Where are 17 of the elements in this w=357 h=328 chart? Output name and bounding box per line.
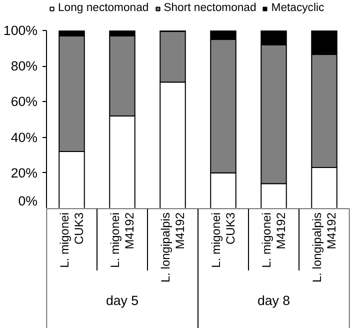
y-tick-label: 0% bbox=[18, 194, 38, 208]
x-tick-label: L. migonei M4192 bbox=[259, 212, 288, 268]
x-tick-label: L. longipalpis M4192 bbox=[310, 212, 339, 283]
text: day 5 bbox=[106, 293, 139, 308]
x-tick-label: L. migonei M4192 bbox=[108, 212, 137, 268]
legend-label: Metacyclic bbox=[271, 1, 324, 15]
text: day 8 bbox=[257, 293, 290, 308]
x-tick-label: L. longipalpis M4192 bbox=[158, 212, 188, 283]
y-tick-label: 40% bbox=[10, 130, 38, 145]
y-tick-label: 100% bbox=[3, 23, 38, 38]
y-tick-label: 20% bbox=[10, 165, 38, 180]
y-tick-label: 60% bbox=[10, 94, 38, 110]
x-tick-label: L. migonei CUK3 bbox=[208, 212, 238, 268]
legend-label: Short nectomonad bbox=[164, 1, 256, 15]
y-tick-label: 80% bbox=[10, 58, 38, 74]
legend-label: Long nectomonad bbox=[58, 1, 149, 15]
x-tick-label: L. migonei CUK3 bbox=[57, 212, 86, 268]
